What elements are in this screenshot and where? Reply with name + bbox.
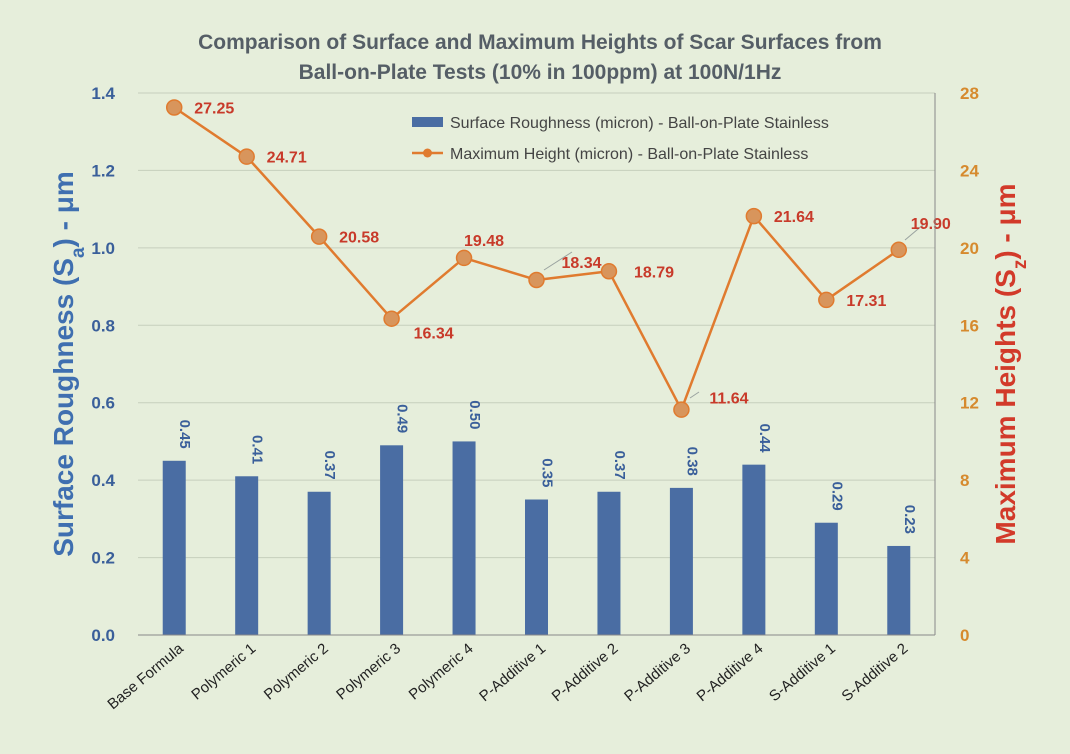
x-tick-label: Base Formula xyxy=(104,640,187,713)
bar xyxy=(669,487,693,635)
line-point xyxy=(383,310,400,327)
bar xyxy=(742,464,766,635)
y-tick-right-label: 8 xyxy=(960,471,969,490)
bar-value-label: 0.38 xyxy=(683,447,700,476)
x-tick-label: Polymeric 1 xyxy=(188,640,259,703)
chart-title-line-2: Ball-on-Plate Tests (10% in 100ppm) at 1… xyxy=(299,61,782,84)
line-value-label: 18.34 xyxy=(562,255,602,272)
bar-value-label: 0.23 xyxy=(901,505,918,534)
leader-line xyxy=(904,223,925,241)
bar-value-label: 0.45 xyxy=(176,420,193,449)
y-tick-right-label: 20 xyxy=(960,239,979,258)
legend: Surface Roughness (micron) - Ball-on-Pla… xyxy=(412,115,829,163)
y-tick-right-label: 12 xyxy=(960,394,979,413)
bar-value-label: 0.41 xyxy=(249,435,266,464)
x-axis-ticks: Base Formula Polymeric 1 Polymeric 2 Polyme… xyxy=(104,640,911,713)
line-point xyxy=(528,271,545,289)
x-tick-label: Polymeric 3 xyxy=(333,640,404,703)
bar-value-label: 0.50 xyxy=(466,400,483,429)
y-tick-right-label: 16 xyxy=(960,316,979,335)
bar-value-label: 0.37 xyxy=(321,451,338,480)
bar xyxy=(597,491,621,635)
line-point xyxy=(745,207,763,225)
line-point xyxy=(890,241,908,259)
y-tick-right-label: 0 xyxy=(960,626,969,645)
chart-title-line-1: Comparison of Surface and Maximum Height… xyxy=(198,31,882,54)
y-axis-right-label: Maximum Heights (Sz) - μm xyxy=(990,183,1031,544)
bar-series: 0.45 0.41 0.37 0.49 0.50 0.35 0.37 0.38 0.44 0.29… xyxy=(162,400,918,635)
x-tick-label: P-Additive 2 xyxy=(549,640,622,705)
line-value-label: 18.79 xyxy=(634,264,674,281)
x-tick-label: S-Additive 2 xyxy=(838,640,911,705)
x-tick-label: Polymeric 4 xyxy=(406,640,477,703)
x-tick-label: P-Additive 4 xyxy=(694,640,767,705)
line-value-label: 17.31 xyxy=(846,293,886,310)
legend-line-marker xyxy=(423,148,432,158)
y-tick-left-label: 0.6 xyxy=(91,394,115,413)
bar xyxy=(452,441,476,635)
bar xyxy=(814,522,838,635)
y-tick-left-label: 0.4 xyxy=(91,471,115,490)
line-point xyxy=(818,291,835,309)
bar-value-label: 0.35 xyxy=(539,458,556,487)
y-tick-left-label: 1.4 xyxy=(91,84,115,103)
bar-value-label: 0.44 xyxy=(756,423,773,453)
bar xyxy=(380,445,404,635)
y-axis-right-ticks: 0 4 8 12 16 20 24 28 xyxy=(960,84,979,645)
line-point xyxy=(455,249,473,267)
line-point xyxy=(165,99,183,116)
y-tick-right-label: 28 xyxy=(960,84,979,103)
bar-value-label: 0.49 xyxy=(394,404,411,433)
x-tick-label: P-Additive 1 xyxy=(476,640,549,705)
line-value-label: 11.64 xyxy=(709,391,748,408)
leader-line xyxy=(543,251,573,271)
bar-value-label: 0.29 xyxy=(828,482,845,511)
y-tick-left-label: 1.0 xyxy=(91,239,115,258)
legend-bar-swatch xyxy=(412,117,443,127)
y-axis-left-ticks: 0.0 0.2 0.4 0.6 0.8 1.0 1.2 1.4 xyxy=(91,84,115,645)
bar xyxy=(162,460,186,635)
x-tick-label: S-Additive 1 xyxy=(766,640,839,705)
line-series: 27.25 24.71 20.58 16.34 19.48 18.34 18.79 11.64… xyxy=(165,99,951,418)
x-tick-label: Polymeric 2 xyxy=(261,640,332,703)
leader-line xyxy=(689,391,700,399)
y-tick-left-label: 0.2 xyxy=(91,549,115,568)
line-point xyxy=(600,263,618,280)
line-point xyxy=(238,148,255,165)
bar-value-label: 0.37 xyxy=(611,451,628,480)
line-value-label: 19.48 xyxy=(464,233,504,250)
line-point xyxy=(310,228,328,245)
line-point xyxy=(673,401,690,418)
line-value-label: 16.34 xyxy=(414,326,454,343)
line-value-label: 20.58 xyxy=(339,230,379,247)
line-value-label: 24.71 xyxy=(267,150,307,167)
y-tick-left-label: 0.8 xyxy=(91,316,115,335)
y-tick-left-label: 1.2 xyxy=(91,161,115,180)
legend-line-label: Maximum Height (micron) - Ball-on-Plate … xyxy=(450,146,808,163)
bar xyxy=(307,491,331,635)
bar xyxy=(235,476,259,635)
bar xyxy=(525,499,548,635)
gridlines xyxy=(138,92,935,559)
x-tick-label: P-Additive 3 xyxy=(621,640,694,705)
line-value-label: 27.25 xyxy=(194,101,234,118)
y-tick-right-label: 24 xyxy=(960,161,979,180)
y-tick-left-label: 0.0 xyxy=(91,626,115,645)
legend-bar-label: Surface Roughness (micron) - Ball-on-Pla… xyxy=(450,115,829,132)
y-tick-right-label: 4 xyxy=(960,549,970,568)
line-value-label: 19.90 xyxy=(911,216,951,233)
bar xyxy=(887,545,911,635)
line-value-label: 21.64 xyxy=(774,209,814,226)
y-axis-left-label: Surface Roughness (Sa) - μm xyxy=(48,171,89,557)
